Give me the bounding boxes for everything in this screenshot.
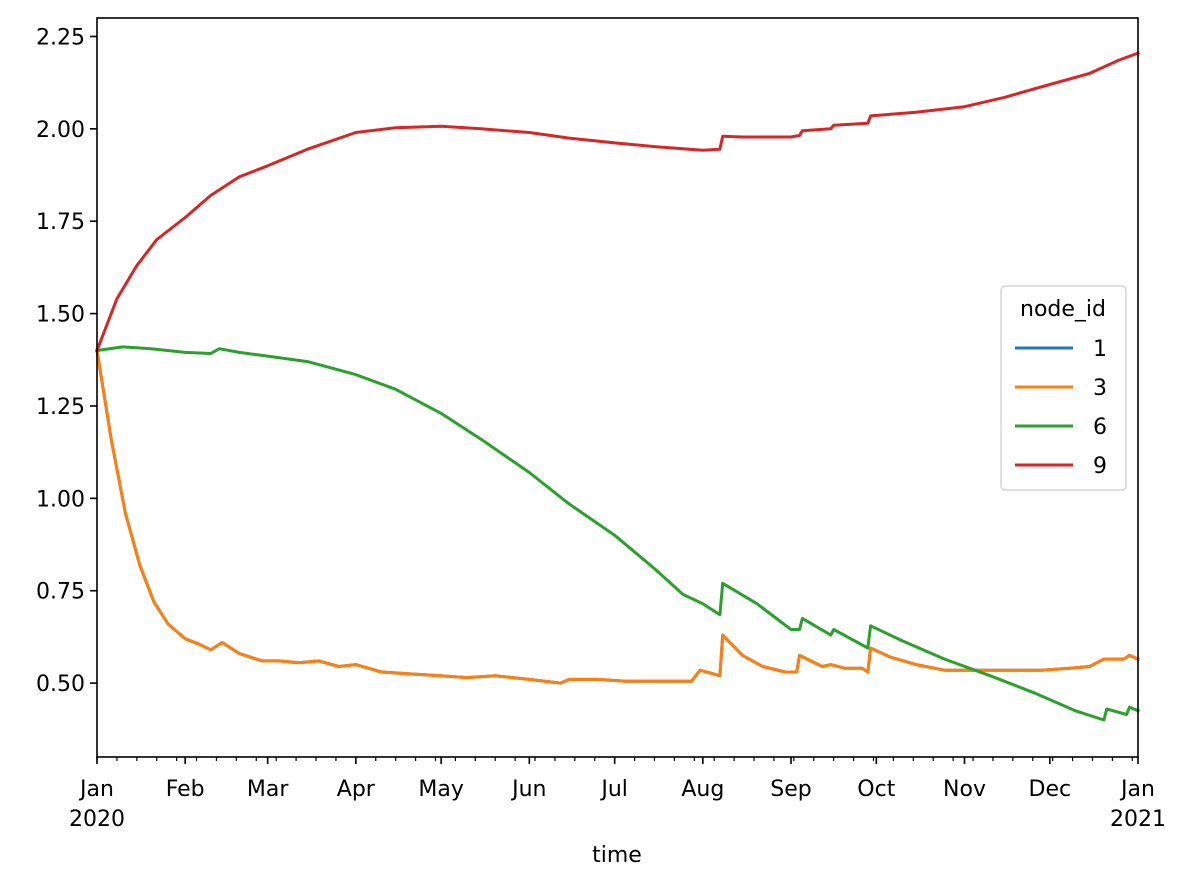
y-tick-label: 0.50: [36, 672, 85, 697]
x-tick-label: May: [418, 777, 463, 802]
x-tick-sublabel: 2021: [1110, 807, 1166, 832]
x-tick-label: Jan: [1119, 777, 1155, 802]
x-tick-label: Apr: [337, 777, 376, 802]
series-layer: [95, 51, 1140, 722]
x-tick-label: Mar: [247, 777, 289, 802]
plot-frame: [96, 17, 1139, 758]
legend-label-9: 9: [1093, 454, 1107, 479]
y-tick-label: 1.00: [36, 487, 85, 512]
x-tick-label: Feb: [166, 777, 205, 802]
y-tick-label: 1.25: [36, 395, 85, 420]
y-tick-label: 2.25: [36, 25, 85, 50]
legend-label-3: 3: [1093, 376, 1107, 401]
y-tick-label: 1.75: [36, 210, 85, 235]
x-axis: Jan 2020 Feb Mar Apr May Jun Jul Aug Sep Oct Nov Dec…: [69, 757, 1166, 832]
y-tick-label: 0.75: [36, 580, 85, 605]
x-axis-title: time: [592, 843, 642, 868]
legend-label-6: 6: [1093, 415, 1107, 440]
y-tick-label: 1.50: [36, 303, 85, 328]
x-tick-label: Jul: [599, 777, 628, 802]
legend-label-1: 1: [1093, 337, 1107, 362]
x-tick-label: Sep: [770, 777, 811, 802]
series-line-9: [95, 51, 1140, 353]
x-tick-label: Jun: [510, 777, 546, 802]
series-line-3: [95, 348, 1140, 685]
series-line-6: [95, 345, 1140, 722]
x-tick-label: Oct: [857, 777, 895, 802]
x-tick-sublabel: 2020: [69, 807, 125, 832]
y-tick-label: 2.00: [36, 118, 85, 143]
y-axis: 0.50 0.75 1.00 1.25 1.50 1.75 2.00 2.25: [36, 25, 97, 697]
x-tick-label: Nov: [943, 777, 986, 802]
x-tick-label: Dec: [1029, 777, 1072, 802]
x-tick-label: Aug: [681, 777, 724, 802]
x-tick-label: Jan: [78, 777, 114, 802]
legend-title: node_id: [1020, 297, 1106, 322]
legend: node_id 1 3 6 9: [1000, 285, 1127, 491]
